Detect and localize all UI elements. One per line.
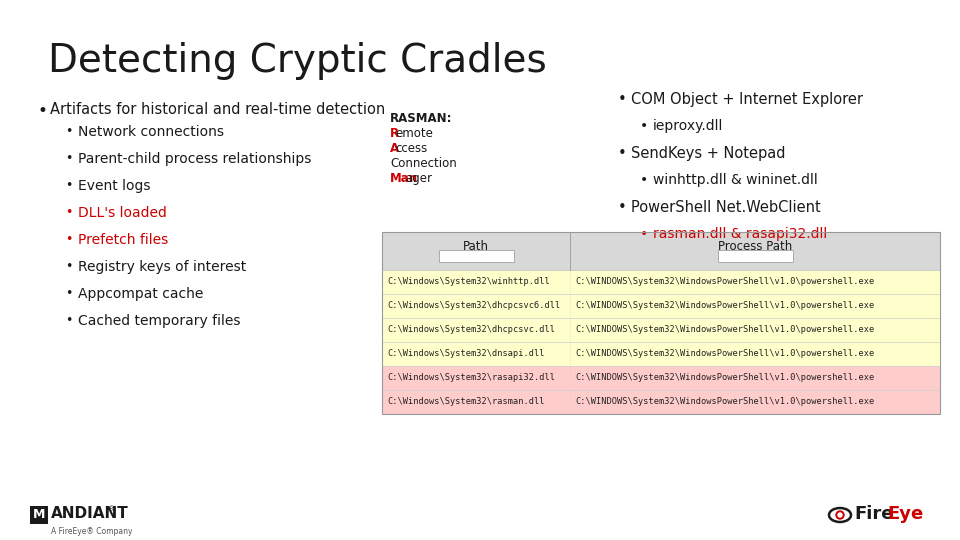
Text: Connection: Connection: [390, 157, 457, 170]
Text: emote: emote: [396, 127, 433, 140]
Text: Registry keys of interest: Registry keys of interest: [78, 260, 247, 274]
Text: DLL's loaded: DLL's loaded: [78, 206, 167, 220]
Text: •: •: [640, 173, 648, 187]
Circle shape: [836, 511, 844, 519]
Bar: [382, 390, 940, 414]
Text: A: A: [390, 142, 399, 155]
Text: C:\Windows\System32\rasman.dll: C:\Windows\System32\rasman.dll: [387, 397, 544, 407]
Text: Appcompat cache: Appcompat cache: [78, 287, 204, 301]
Text: SendKeys + Notepad: SendKeys + Notepad: [631, 146, 785, 161]
Text: ccess: ccess: [396, 142, 427, 155]
Text: ieproxy.dll: ieproxy.dll: [653, 119, 724, 133]
Text: •: •: [65, 125, 72, 138]
Text: C:\WINDOWS\System32\WindowsPowerShell\v1.0\powershell.exe: C:\WINDOWS\System32\WindowsPowerShell\v1…: [575, 374, 875, 382]
Bar: [382, 270, 940, 294]
Text: C:\Windows\System32\winhttp.dll: C:\Windows\System32\winhttp.dll: [387, 278, 550, 287]
Text: •: •: [65, 152, 72, 165]
Text: M: M: [33, 509, 45, 522]
Text: Detecting Cryptic Cradles: Detecting Cryptic Cradles: [48, 42, 547, 80]
Text: PowerShell Net.WebClient: PowerShell Net.WebClient: [631, 200, 821, 215]
Text: Parent-child process relationships: Parent-child process relationships: [78, 152, 311, 166]
Bar: [382, 232, 940, 270]
Text: •: •: [618, 146, 627, 161]
Text: C:\WINDOWS\System32\WindowsPowerShell\v1.0\powershell.exe: C:\WINDOWS\System32\WindowsPowerShell\v1…: [575, 397, 875, 407]
Bar: [382, 232, 940, 414]
Text: COM Object + Internet Explorer: COM Object + Internet Explorer: [631, 92, 863, 107]
Text: C:\WINDOWS\System32\WindowsPowerShell\v1.0\powershell.exe: C:\WINDOWS\System32\WindowsPowerShell\v1…: [575, 349, 875, 359]
Text: ANDIANT: ANDIANT: [51, 505, 129, 521]
Text: •: •: [618, 92, 627, 107]
Bar: [382, 318, 940, 342]
Text: Prefetch files: Prefetch files: [78, 233, 168, 247]
Text: Eye: Eye: [887, 505, 924, 523]
Text: rasman.dll & rasapi32.dll: rasman.dll & rasapi32.dll: [653, 227, 828, 241]
Bar: [30, 506, 48, 524]
Text: •: •: [65, 206, 72, 219]
Text: Artifacts for historical and real-time detection: Artifacts for historical and real-time d…: [50, 102, 385, 117]
Text: Path: Path: [463, 240, 489, 253]
Text: Network connections: Network connections: [78, 125, 224, 139]
Circle shape: [838, 513, 842, 517]
Text: C:\Windows\System32\dhcpcsvc.dll: C:\Windows\System32\dhcpcsvc.dll: [387, 326, 555, 334]
Text: Man: Man: [390, 172, 419, 185]
Text: •: •: [640, 227, 648, 241]
Text: C:\Windows\System32\rasapi32.dll: C:\Windows\System32\rasapi32.dll: [387, 374, 555, 382]
Bar: [717, 250, 793, 262]
Text: Event logs: Event logs: [78, 179, 151, 193]
Text: R: R: [390, 127, 399, 140]
Text: RASMAN:: RASMAN:: [390, 112, 452, 125]
Bar: [439, 250, 514, 262]
Text: C:\WINDOWS\System32\WindowsPowerShell\v1.0\powershell.exe: C:\WINDOWS\System32\WindowsPowerShell\v1…: [575, 278, 875, 287]
Text: •: •: [65, 260, 72, 273]
Text: ager: ager: [406, 172, 433, 185]
Bar: [382, 294, 940, 318]
Text: •: •: [65, 233, 72, 246]
Text: •: •: [618, 200, 627, 215]
Text: Fire: Fire: [854, 505, 894, 523]
Text: A FireEye® Company: A FireEye® Company: [51, 527, 132, 536]
Text: Cached temporary files: Cached temporary files: [78, 314, 241, 328]
Text: winhttp.dll & wininet.dll: winhttp.dll & wininet.dll: [653, 173, 818, 187]
Text: •: •: [65, 179, 72, 192]
Text: •: •: [65, 314, 72, 327]
Text: •: •: [38, 102, 48, 120]
Bar: [382, 342, 940, 366]
Text: C:\Windows\System32\dhcpcsvc6.dll: C:\Windows\System32\dhcpcsvc6.dll: [387, 301, 561, 310]
Text: C:\WINDOWS\System32\WindowsPowerShell\v1.0\powershell.exe: C:\WINDOWS\System32\WindowsPowerShell\v1…: [575, 326, 875, 334]
Text: •: •: [65, 287, 72, 300]
Text: ®: ®: [108, 506, 115, 512]
Text: C:\Windows\System32\dnsapi.dll: C:\Windows\System32\dnsapi.dll: [387, 349, 544, 359]
Text: C:\WINDOWS\System32\WindowsPowerShell\v1.0\powershell.exe: C:\WINDOWS\System32\WindowsPowerShell\v1…: [575, 301, 875, 310]
Bar: [382, 366, 940, 390]
Text: •: •: [640, 119, 648, 133]
Text: Process Path: Process Path: [718, 240, 792, 253]
